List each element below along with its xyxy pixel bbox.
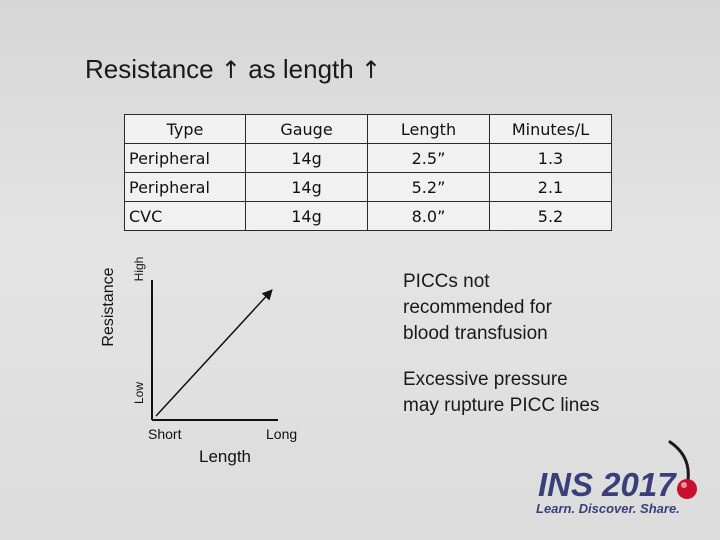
header-type: Type [124, 114, 246, 144]
logo-stem-icon [668, 440, 690, 482]
pressure-warning-note: Excessive pressure may rupture PICC line… [403, 367, 643, 419]
y-tick-high: High [132, 244, 146, 294]
table-cell: 5.2 [489, 201, 612, 231]
gauge-length-table: Type Gauge Length Minutes/L Peripheral 1… [124, 114, 612, 231]
logo-wordmark: INS 2017 [538, 466, 677, 503]
table-cell: 14g [245, 201, 368, 231]
header-length: Length [367, 114, 490, 144]
ins-2017-logo: INS 2017 Learn. Discover. Share. [536, 440, 697, 516]
table-cell: 2.1 [489, 172, 612, 202]
header-minutes: Minutes/L [489, 114, 612, 144]
note-line: may rupture PICC lines [403, 395, 600, 416]
note-line: blood transfusion [403, 323, 548, 344]
note-line: Excessive pressure [403, 369, 568, 390]
table-cell: 5.2” [367, 172, 490, 202]
table-row: Peripheral 14g 2.5” 1.3 [124, 143, 612, 173]
table-cell: 1.3 [489, 143, 612, 173]
title-word-resistance: Resistance [85, 54, 214, 84]
logo-ball-icon [677, 479, 697, 499]
picc-transfusion-note: PICCs not recommended for blood transfus… [403, 269, 643, 347]
y-tick-low: Low [132, 368, 146, 418]
table-cell: Peripheral [124, 143, 246, 173]
y-axis-label-text: Resistance [100, 267, 117, 347]
trend-arrow [155, 289, 273, 417]
table-cell: Peripheral [124, 172, 246, 202]
table-row: CVC 14g 8.0” 5.2 [124, 201, 612, 231]
note-line: recommended for [403, 297, 552, 318]
table-row: Peripheral 14g 5.2” 2.1 [124, 172, 612, 202]
up-arrow-icon: ↑ [360, 56, 382, 84]
table-cell: 8.0” [367, 201, 490, 231]
resistance-length-graph [151, 280, 278, 421]
y-tick-low-text: Low [132, 381, 146, 405]
slide-title: Resistance ↑ as length ↑ [85, 54, 381, 85]
table-cell: 14g [245, 172, 368, 202]
x-axis-label: Length [199, 447, 251, 466]
table-cell: 14g [245, 143, 368, 173]
table-cell: CVC [124, 201, 246, 231]
y-axis-label: Resistance [99, 232, 119, 382]
table-cell: 2.5” [367, 143, 490, 173]
y-tick-high-text: High [132, 256, 146, 282]
table-header-row: Type Gauge Length Minutes/L [124, 114, 612, 144]
up-arrow-icon: ↑ [220, 56, 241, 84]
x-tick-short: Short [148, 426, 182, 442]
title-middle: as length [248, 54, 354, 84]
header-gauge: Gauge [245, 114, 368, 144]
logo-tagline: Learn. Discover. Share. [536, 501, 680, 516]
note-line: PICCs not [403, 271, 490, 292]
x-tick-long: Long [266, 426, 298, 442]
